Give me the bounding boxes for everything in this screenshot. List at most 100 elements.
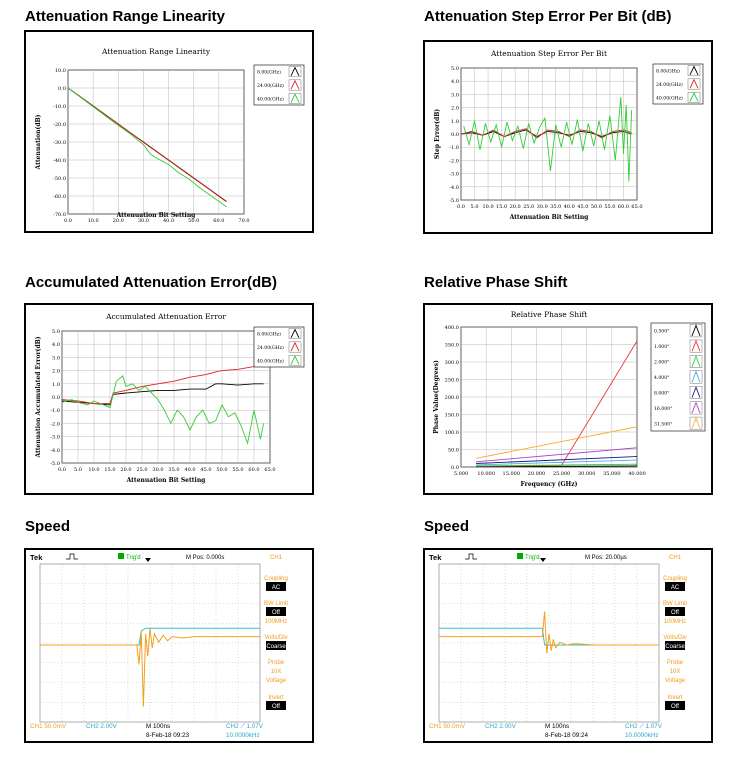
x-tick-label: 50.0 <box>216 467 227 473</box>
x-tick-label: 60.0 <box>248 467 259 473</box>
series-line-2 <box>460 128 632 139</box>
timebase-readout: M 100ns <box>146 723 170 730</box>
y-tick-label: 400.0 <box>445 325 459 331</box>
y-tick-label: 4.0 <box>451 79 459 85</box>
x-tick-label: 50.0 <box>188 218 199 224</box>
ch1-menu-label: CH1 <box>669 555 682 561</box>
y-tick-label: -70.0 <box>53 212 66 218</box>
chart-accumulated-error: Accumulated Attenuation Error 0.0 5.0 10.0 1… <box>35 312 305 484</box>
coupling-label: Coupling <box>264 576 288 582</box>
trig-status: Trig'd <box>525 555 540 561</box>
probe-value: 10X <box>670 669 681 675</box>
bw-limit-label: BW Limit <box>264 601 288 607</box>
legend-label: 4.000° <box>654 375 669 381</box>
ch1-scale-readout: CH1 50.0mV <box>429 723 466 730</box>
y-axis-label: Step Error(dB) <box>434 109 441 159</box>
section-title-linearity: Attenuation Range Linearity <box>25 8 226 25</box>
legend-swatch <box>691 355 701 367</box>
legend-label: 8.00(GHz) <box>257 69 281 76</box>
y-axis-label: Attenuation(dB) <box>35 114 42 170</box>
legend-label: 8.00(GHz) <box>656 68 680 75</box>
y-tick-label: 1.0 <box>52 382 60 388</box>
legend-swatch <box>290 66 300 77</box>
y-tick-label: 150.0 <box>445 413 459 419</box>
x-tick-label: 60.0 <box>618 204 629 210</box>
x-axis-label: Frequency (GHz) <box>521 481 578 488</box>
volts-div-value: Coarse <box>665 644 685 650</box>
date-readout: 8-Feb-18 09:24 <box>545 732 589 739</box>
y-tick-label: 300.0 <box>445 360 459 366</box>
y-tick-label: 3.0 <box>451 92 459 98</box>
x-tick-label: 0.0 <box>457 204 465 210</box>
y-axis-label: Phase Value(Degrees) <box>433 360 440 434</box>
y-tick-label: 2.0 <box>52 369 60 375</box>
legend-label: 24.00(GHz) <box>257 82 284 89</box>
scope-screen-2: Tek Trig'd M Pos: 20.00µs CH1 Coupling AC BW L… <box>425 550 711 741</box>
x-tick-label: 20.000 <box>528 471 546 477</box>
series-line-3 <box>476 463 638 467</box>
x-tick-label: 30.0 <box>152 467 163 473</box>
probe-type: Voltage <box>266 678 287 684</box>
series-line-2 <box>67 87 227 203</box>
run-indicator-icon <box>465 553 477 560</box>
series-line-7 <box>476 426 638 459</box>
x-tick-label: 45.0 <box>200 467 211 473</box>
section-title-phase-shift: Relative Phase Shift <box>424 274 568 291</box>
trig-status: Trig'd <box>126 555 141 561</box>
legend-label: 0.500° <box>654 329 669 335</box>
legend-swatch <box>689 92 699 102</box>
x-tick-label: 30.0 <box>537 204 548 210</box>
legend-swatch <box>290 355 300 365</box>
x-tick-label: 40.000 <box>628 471 646 477</box>
x-tick-label: 10.0 <box>88 467 99 473</box>
scope-panel-1: Tek Trig'd M Pos: 0.000s CH1 Coupling AC BW Li… <box>24 548 314 743</box>
y-tick-label: 1.0 <box>451 119 459 125</box>
volts-div-label: Volts/Div <box>663 635 686 641</box>
mpos-readout: M Pos: 20.00µs <box>585 555 627 561</box>
legend-swatch <box>290 341 300 352</box>
y-tick-label: 100.0 <box>445 430 459 436</box>
y-tick-label: -5.0 <box>449 198 459 204</box>
x-tick-label: 25.0 <box>136 467 147 473</box>
x-tick-label: 40.0 <box>564 204 575 210</box>
series-line-5 <box>476 456 638 464</box>
y-tick-label: -60.0 <box>53 194 66 200</box>
invert-value: Off <box>671 704 679 710</box>
x-tick-label: 25.0 <box>523 204 534 210</box>
chart-title: Attenuation Range Linearity <box>101 47 211 56</box>
x-tick-label: 45.0 <box>577 204 588 210</box>
y-tick-label: 50.0 <box>448 448 459 454</box>
y-tick-label: 0.0 <box>52 395 60 401</box>
x-tick-label: 30.0 <box>138 218 149 224</box>
probe-label: Probe <box>268 660 285 666</box>
legend-swatch <box>691 416 701 429</box>
series-line-6 <box>476 447 638 463</box>
legend-label: 1.000° <box>654 344 669 350</box>
y-tick-label: -2.0 <box>449 158 459 164</box>
legend-swatch <box>290 79 300 90</box>
x-tick-label: 5.0 <box>471 204 479 210</box>
section-title-accumulated-error: Accumulated Attenuation Error(dB) <box>25 274 277 291</box>
invert-label: Invert <box>268 695 283 701</box>
legend-label: 40.00(GHz) <box>656 94 683 101</box>
trig-icon <box>118 553 124 559</box>
y-tick-label: 0.0 <box>451 132 459 138</box>
x-tick-label: 35.0 <box>168 467 179 473</box>
ch2-scale-readout: CH2 2.00V <box>86 723 118 730</box>
x-tick-label: 0.0 <box>58 467 66 473</box>
legend-swatch <box>691 370 701 383</box>
series-line-3 <box>463 96 633 182</box>
x-tick-label: 10.000 <box>477 471 495 477</box>
series-line-3 <box>67 87 227 208</box>
y-tick-label: -20.0 <box>53 122 66 128</box>
x-tick-label: 35.0 <box>550 204 561 210</box>
legend-swatch <box>691 401 701 414</box>
x-tick-label: 55.0 <box>604 204 615 210</box>
x-tick-label: 40.0 <box>163 218 174 224</box>
y-tick-label: -3.0 <box>50 435 60 441</box>
y-tick-label: -1.0 <box>50 408 60 414</box>
chart-panel-linearity: Attenuation Range Linearity 0.0 10.0 20.0 30… <box>24 30 314 233</box>
bw-limit-freq: 100MHz <box>265 619 287 625</box>
trigger-marker-icon <box>145 558 151 562</box>
y-tick-label: 3.0 <box>52 355 60 361</box>
